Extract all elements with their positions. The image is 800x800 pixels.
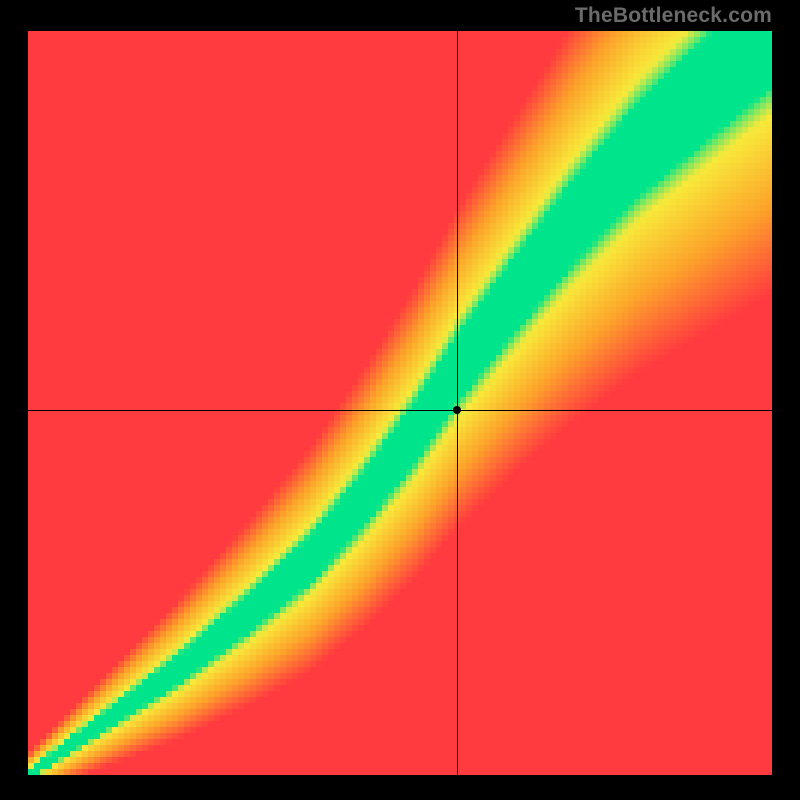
root-container: TheBottleneck.com [0,0,800,800]
crosshair-vertical [457,31,458,775]
crosshair-horizontal [28,410,772,411]
plot-frame [28,31,772,775]
watermark-text: TheBottleneck.com [575,4,772,28]
crosshair-marker [453,406,461,414]
bottleneck-heatmap [28,31,772,775]
